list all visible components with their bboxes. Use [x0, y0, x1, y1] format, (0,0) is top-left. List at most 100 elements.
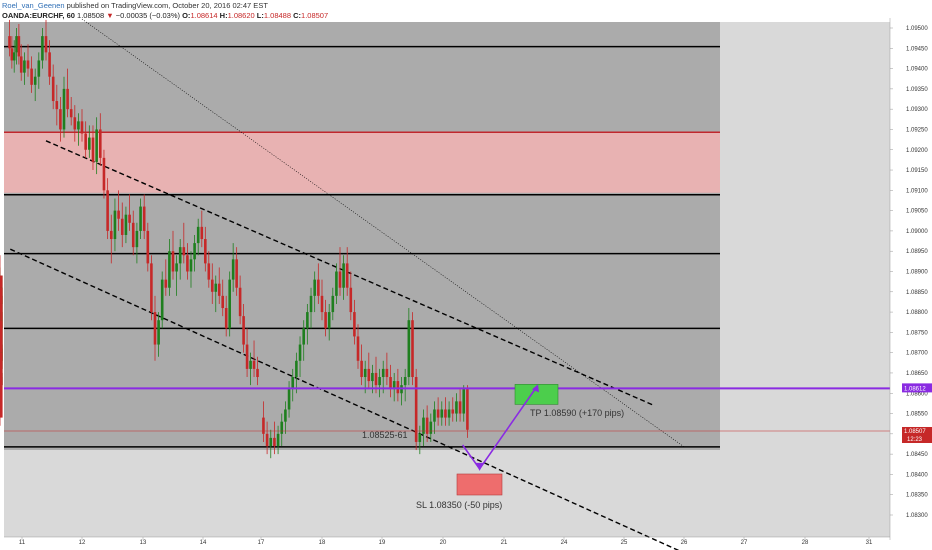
candle	[353, 299, 356, 345]
candle-body	[273, 437, 276, 447]
time-tick-label: 14	[200, 540, 207, 546]
candle	[33, 68, 37, 102]
candle-body	[62, 88, 66, 130]
candle	[455, 393, 458, 422]
price-tick-label: 1.09000	[906, 229, 928, 235]
candle	[55, 84, 59, 126]
time-tick-label: 20	[440, 540, 447, 546]
candle-body	[124, 214, 128, 235]
candle-body	[242, 316, 245, 345]
candle-body	[113, 210, 117, 240]
time-tick-label: 27	[741, 540, 748, 546]
candle-body	[168, 251, 171, 288]
time-tick-label: 25	[621, 540, 628, 546]
candle	[131, 210, 135, 256]
candle-body	[228, 279, 231, 329]
candle	[164, 259, 168, 296]
candle-body	[44, 36, 48, 53]
price-tick-label: 1.08750	[906, 330, 928, 336]
candle-body	[280, 421, 284, 434]
candle-body	[378, 377, 381, 386]
candle	[160, 271, 164, 329]
candle-body	[276, 433, 280, 447]
price-tick-label: 1.09350	[906, 87, 928, 93]
candle	[95, 117, 98, 175]
candle	[436, 397, 440, 426]
candle-body	[349, 287, 353, 313]
candle-body	[245, 344, 249, 369]
candle-body	[41, 36, 44, 61]
time-axis[interactable]: 11 12 13 14 17 18 19 20 21 24 25 26 27 28 31	[19, 537, 873, 546]
candle	[175, 255, 178, 296]
candle	[80, 109, 84, 142]
stop-loss-label: SL 1.08350 (-50 pips)	[416, 500, 502, 510]
price-tick-label: 1.09250	[906, 127, 928, 133]
take-profit-box[interactable]	[514, 384, 559, 405]
candle	[317, 263, 320, 304]
candle-body	[363, 368, 367, 378]
candle	[245, 328, 249, 378]
lower-area	[4, 450, 720, 537]
candle-body	[411, 320, 414, 378]
stop-loss-box[interactable]	[456, 473, 503, 496]
candle-body	[385, 368, 389, 378]
candle	[462, 385, 466, 422]
price-tick-label: 1.09100	[906, 188, 928, 194]
dashed-trendline[interactable]	[45, 140, 655, 407]
candle-body	[160, 279, 164, 321]
candle-body	[338, 271, 342, 288]
author-link[interactable]: Roel_van_Geenen	[2, 1, 65, 10]
dashed-trendline[interactable]	[10, 248, 690, 550]
candle-body	[235, 259, 238, 288]
candle-body	[331, 295, 335, 313]
candle-body	[55, 101, 59, 110]
candle-body	[0, 352, 3, 386]
price-change: −0.00035 (−0.03%)	[115, 11, 180, 20]
candle-body	[146, 230, 150, 264]
candle	[8, 19, 11, 57]
candle	[117, 190, 120, 231]
candle-body	[51, 76, 55, 102]
purple-price-tag: 1.08612	[902, 383, 932, 393]
candle	[451, 397, 455, 422]
candle-body	[269, 437, 273, 447]
projection-arrow	[461, 384, 539, 471]
candle	[256, 356, 259, 386]
candle-body	[178, 247, 182, 264]
candle-body	[444, 409, 447, 418]
candle	[128, 194, 131, 231]
candle-body	[466, 389, 469, 430]
candle	[102, 149, 106, 199]
candle-body	[360, 360, 363, 378]
candle	[276, 425, 280, 455]
candle-body	[189, 259, 193, 272]
candle	[150, 255, 153, 321]
candle	[0, 255, 3, 296]
candle-body	[150, 263, 153, 313]
candle	[23, 52, 26, 85]
low-price-label: 1.08525-61	[362, 430, 408, 440]
arrow-head-down-icon	[475, 462, 484, 471]
arrow-head-up-icon	[532, 384, 539, 393]
candle-body	[153, 312, 157, 345]
candle-body	[353, 312, 356, 337]
time-tick-label: 18	[319, 540, 326, 546]
candle-body	[320, 295, 324, 313]
trendlines	[10, 18, 690, 550]
candle	[17, 23, 21, 65]
candle-body	[422, 417, 425, 434]
candle	[265, 421, 269, 455]
candle-body	[284, 409, 287, 422]
take-profit-label: TP 1.08590 (+170 pips)	[530, 408, 624, 418]
candle	[59, 96, 62, 142]
candle	[193, 234, 196, 272]
close-label: C:	[293, 11, 302, 20]
dotted-trendline[interactable]	[81, 18, 685, 448]
candle-body	[451, 409, 455, 414]
candle-body	[407, 320, 411, 378]
candle	[37, 52, 41, 89]
candle-body	[238, 287, 242, 317]
price-axis[interactable]: 1.083001.083501.084001.084501.085001.085…	[890, 26, 928, 519]
candle	[0, 372, 3, 426]
